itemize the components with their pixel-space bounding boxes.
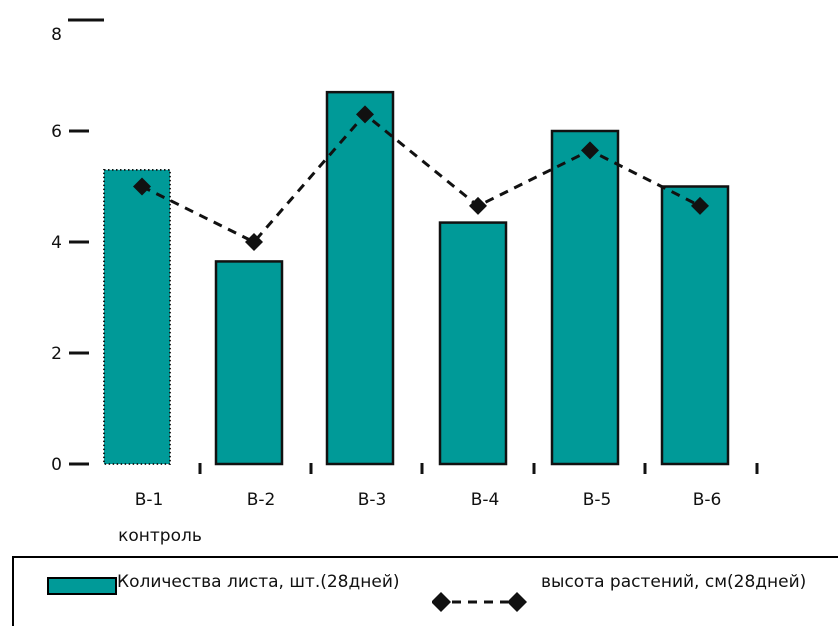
legend-dashed-line-icon	[432, 592, 527, 612]
bar-2	[214, 260, 284, 466]
x-tick-label-6: В-6	[693, 490, 722, 510]
line-series-group	[133, 105, 709, 251]
line-point-2	[245, 233, 263, 251]
legend-label-line-series: высота растений, см(28дней)	[541, 572, 807, 592]
bar-4	[438, 221, 508, 466]
x-tick-label-2: В-2	[247, 490, 276, 510]
bar-5	[550, 129, 620, 466]
line-series-path	[141, 112, 701, 244]
y-tick-label-1: 2	[51, 344, 62, 364]
bar-1	[103, 168, 171, 465]
y-tick-label-2: 4	[51, 233, 62, 253]
x-tick-label-3: В-3	[358, 490, 387, 510]
x-tick-label-4: В-4	[471, 490, 500, 510]
x-axis: В-1 контроль В-2 В-3 В-4 В-5 В-6	[118, 463, 759, 546]
x-tick-label-1: В-1	[135, 490, 164, 510]
line-point-6	[691, 196, 709, 215]
x-sublabel-1: контроль	[118, 526, 202, 546]
bars-group	[103, 90, 730, 466]
y-axis: 0 2 4 6 8	[51, 18, 104, 475]
bar-6	[660, 185, 730, 466]
y-tick-label-4: 8	[51, 25, 62, 45]
y-tick-label-0: 0	[51, 455, 62, 475]
y-tick-label-3: 6	[51, 122, 62, 142]
legend-label-bar-series: Количества листа, шт.(28дней)	[117, 572, 400, 592]
x-tick-label-5: В-5	[583, 490, 612, 510]
line-point-3	[356, 105, 374, 124]
line-point-5	[581, 141, 599, 160]
legend-bar-swatch	[47, 577, 117, 595]
line-point-1	[133, 177, 151, 196]
line-point-4	[469, 196, 487, 215]
bar-3	[325, 90, 395, 466]
legend: Количества листа, шт.(28дней) высота рас…	[12, 556, 838, 626]
